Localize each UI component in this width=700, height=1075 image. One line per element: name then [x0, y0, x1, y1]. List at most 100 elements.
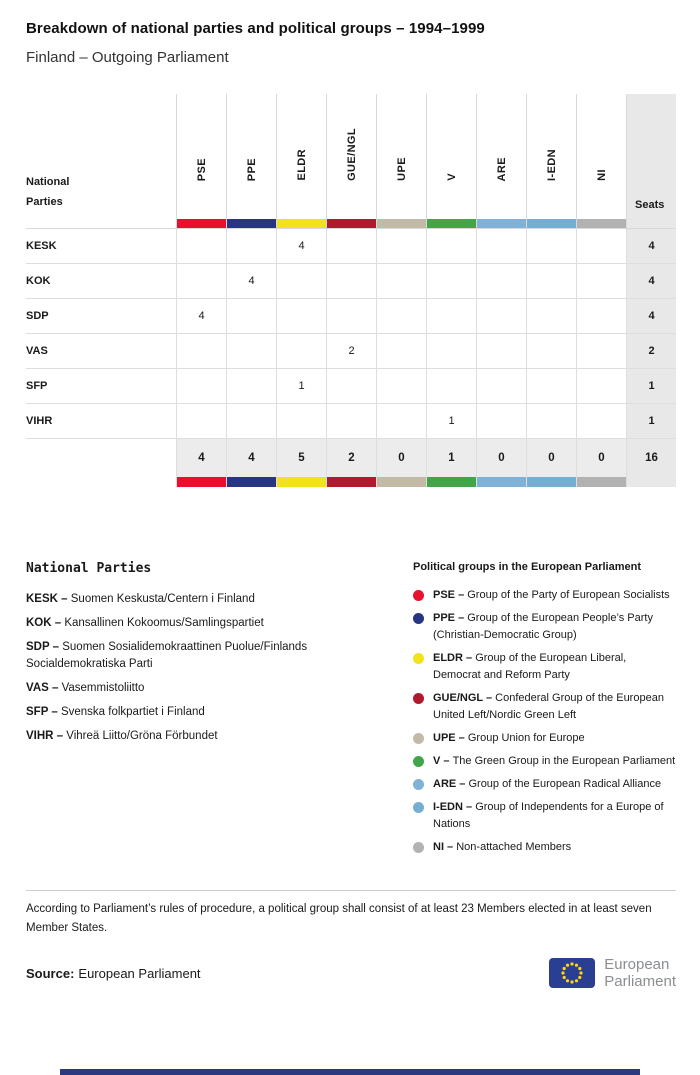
total-pse: 4 — [176, 439, 226, 487]
total-value: 1 — [448, 452, 455, 464]
group-legend-text: UPE – Group Union for Europe — [433, 730, 585, 747]
party-legend-item: SDP – Suomen Sosialidemokraattinen Puolu… — [26, 639, 398, 673]
total-value: 0 — [498, 452, 505, 464]
column-header-label: ELDR — [295, 149, 308, 181]
page-title: Breakdown of national parties and politi… — [26, 20, 485, 37]
cell-vihr-seats: 1 — [626, 404, 676, 439]
group-legend-text: V – The Green Group in the European Parl… — [433, 753, 675, 770]
cell-sdp-i-edn — [526, 299, 576, 334]
upe-color-bar — [377, 477, 426, 487]
political-groups-legend-items: PSE – Group of the Party of European Soc… — [413, 587, 676, 856]
cell-vas-pse — [176, 334, 226, 369]
group-legend-text: GUE/NGL – Confederal Group of the Europe… — [433, 690, 676, 724]
group-code: I-EDN – — [433, 801, 476, 813]
i-edn-color-bar — [527, 477, 576, 487]
party-legend-item: VAS – Vasemmistoliitto — [26, 680, 398, 697]
v-color-dot — [413, 756, 424, 767]
ppe-color-dot — [413, 613, 424, 624]
column-header-label: NI — [595, 169, 608, 181]
cell-sfp-eldr: 1 — [276, 369, 326, 404]
cell-vas-seats: 2 — [626, 334, 676, 369]
party-legend-item: SFP – Svenska folkpartiet i Finland — [26, 704, 398, 721]
bottom-bar — [60, 1069, 640, 1075]
total-value: 0 — [598, 452, 605, 464]
cell-vihr-ppe — [226, 404, 276, 439]
group-legend-text: ELDR – Group of the European Liberal, De… — [433, 650, 676, 684]
group-legend-text: PSE – Group of the Party of European Soc… — [433, 587, 670, 604]
cell-sdp-seats: 4 — [626, 299, 676, 334]
upe-color-dot — [413, 733, 424, 744]
cell-sfp-v — [426, 369, 476, 404]
ni-color-bar — [577, 477, 626, 487]
total-upe: 0 — [376, 439, 426, 487]
total-are: 0 — [476, 439, 526, 487]
i-edn-color-dot — [413, 802, 424, 813]
column-header-ni: NI — [576, 94, 626, 219]
group-code: UPE – — [433, 732, 468, 744]
cell-kok-pse — [176, 264, 226, 299]
total-eldr: 5 — [276, 439, 326, 487]
group-legend-item: V – The Green Group in the European Parl… — [413, 753, 676, 770]
group-legend-text: PPE – Group of the European People’s Par… — [433, 610, 676, 644]
spacer-cell — [626, 219, 676, 229]
party-code: KESK – — [26, 593, 71, 605]
column-header-label: PSE — [195, 157, 208, 181]
group-full-name: Group Union for Europe — [467, 732, 585, 744]
total-value: 4 — [248, 452, 255, 464]
spacer-cell — [26, 219, 176, 229]
party-code: VAS – — [26, 682, 62, 694]
cell-kesk-gue-ngl — [326, 229, 376, 264]
total-value: 4 — [198, 452, 205, 464]
total-ni: 0 — [576, 439, 626, 487]
are-color-bar — [476, 219, 526, 229]
column-header-are: ARE — [476, 94, 526, 219]
cell-vihr-upe — [376, 404, 426, 439]
column-header-i-edn: I-EDN — [526, 94, 576, 219]
national-parties-legend-title: National Parties — [26, 561, 152, 576]
total-value: 5 — [298, 452, 305, 464]
are-color-dot — [413, 779, 424, 790]
ni-color-dot — [413, 842, 424, 853]
cell-sfp-seats: 1 — [626, 369, 676, 404]
column-header-label: V — [445, 173, 458, 181]
source-value: European Parliament — [78, 965, 201, 981]
eldr-color-bar — [277, 477, 326, 487]
cell-kok-gue-ngl — [326, 264, 376, 299]
group-code: GUE/NGL – — [433, 692, 496, 704]
cell-vihr-v: 1 — [426, 404, 476, 439]
party-full-name: Suomen Sosialidemokraattinen Puolue/Finl… — [26, 641, 308, 670]
party-full-name: Kansallinen Kokoomus/Samlingspartiet — [64, 617, 264, 629]
cell-vihr-ni — [576, 404, 626, 439]
party-code: SDP – — [26, 641, 63, 653]
party-name: SFP — [26, 369, 176, 404]
cell-kesk-pse — [176, 229, 226, 264]
cell-sfp-i-edn — [526, 369, 576, 404]
column-header-gue-ngl: GUE/NGL — [326, 94, 376, 219]
party-full-name: Svenska folkpartiet i Finland — [60, 706, 205, 718]
footnote-text: According to Parliament’s rules of proce… — [26, 903, 652, 934]
party-name: VAS — [26, 334, 176, 369]
cell-sfp-ni — [576, 369, 626, 404]
cell-sfp-ppe — [226, 369, 276, 404]
pse-color-dot — [413, 590, 424, 601]
cell-kesk-upe — [376, 229, 426, 264]
political-groups-legend: Political groups in the European Parliam… — [413, 561, 676, 862]
cell-sdp-gue-ngl — [326, 299, 376, 334]
group-legend-item: I-EDN – Group of Independents for a Euro… — [413, 799, 676, 833]
are-color-bar — [477, 477, 526, 487]
pse-color-bar — [177, 477, 226, 487]
european-parliament-logo: European Parliament — [549, 956, 676, 991]
cell-sdp-v — [426, 299, 476, 334]
party-name: SDP — [26, 299, 176, 334]
party-code: KOK – — [26, 617, 65, 629]
group-legend-item: ARE – Group of the European Radical Alli… — [413, 776, 676, 793]
total-i-edn: 0 — [526, 439, 576, 487]
total-value: 0 — [398, 452, 405, 464]
total-gue-ngl: 2 — [326, 439, 376, 487]
group-full-name: Group of the Party of European Socialist… — [467, 589, 670, 601]
eldr-color-bar — [276, 219, 326, 229]
group-legend-item: UPE – Group Union for Europe — [413, 730, 676, 747]
column-header-label: ARE — [495, 156, 508, 181]
group-full-name: Non-attached Members — [456, 841, 572, 853]
